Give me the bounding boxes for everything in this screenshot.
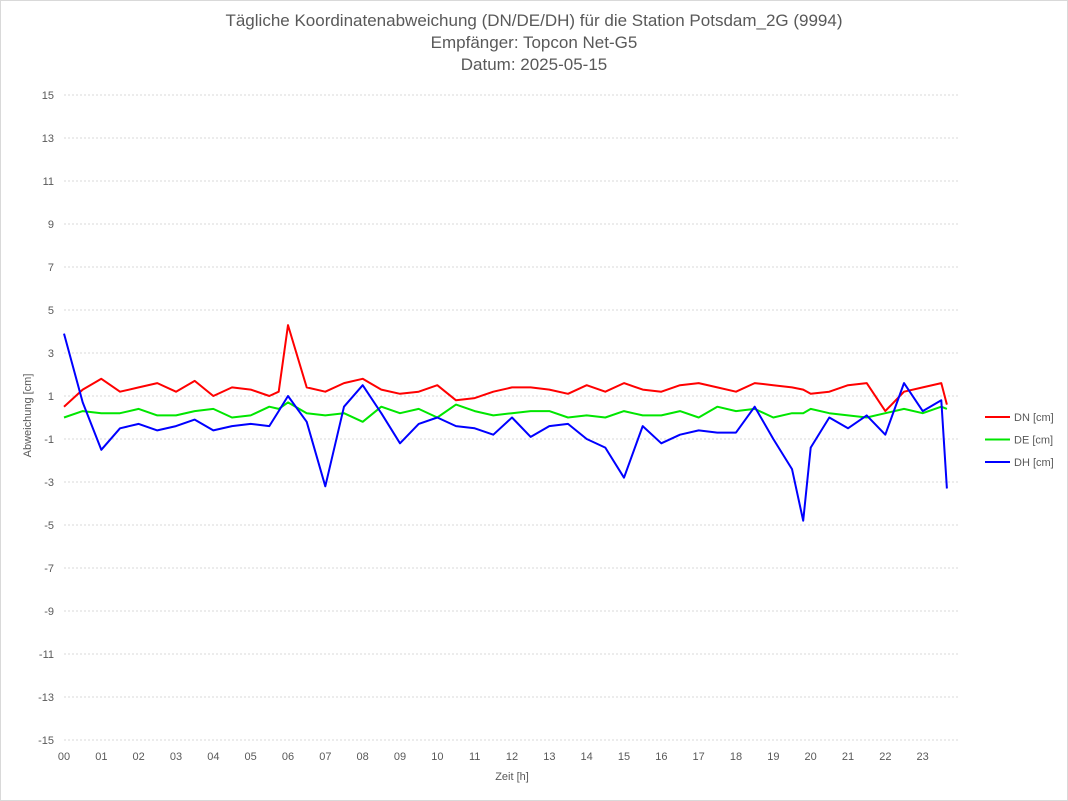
x-tick-label: 05 <box>245 751 257 763</box>
x-tick-label: 03 <box>170 751 182 763</box>
series-lines <box>63 324 948 522</box>
y-tick-label: 15 <box>42 90 54 102</box>
y-tick-label: -13 <box>38 692 54 704</box>
x-tick-label: 18 <box>730 751 742 763</box>
chart-subtitle: Empfänger: Topcon Net-G5 <box>430 33 638 52</box>
y-tick-label: -7 <box>44 563 54 575</box>
x-tick-label: 19 <box>767 751 779 763</box>
legend-label: DH [cm] <box>1014 457 1054 469</box>
x-tick-label: 08 <box>357 751 369 763</box>
legend: DN [cm] DE [cm] DH [cm] <box>985 412 1054 469</box>
x-tick-label: 06 <box>282 751 294 763</box>
x-tick-label: 00 <box>58 751 70 763</box>
y-tick-label: 9 <box>48 219 54 231</box>
y-tick-label: 1 <box>48 391 54 403</box>
series-line-2 <box>63 333 948 522</box>
x-tick-label: 10 <box>431 751 443 763</box>
x-tick-label: 22 <box>879 751 891 763</box>
y-tick-label: -11 <box>39 649 54 661</box>
chart-title-block: Tägliche Koordinatenabweichung (DN/DE/DH… <box>0 10 1068 76</box>
x-tick-label: 02 <box>133 751 145 763</box>
y-tick-label: -15 <box>38 735 54 747</box>
x-tick-label: 11 <box>469 751 480 763</box>
x-tick-label: 21 <box>842 751 854 763</box>
x-tick-label: 07 <box>319 751 331 763</box>
x-axis-title: Zeit [h] <box>495 771 529 783</box>
x-tick-labels: 00 01 02 03 04 05 06 07 08 09 10 11 12 13 14 15 16 17 18 19… <box>58 751 929 763</box>
x-tick-label: 23 <box>917 751 929 763</box>
x-tick-label: 04 <box>207 751 219 763</box>
legend-label: DN [cm] <box>1014 412 1054 424</box>
y-tick-label: -3 <box>44 477 54 489</box>
chart-subtitle-date: Datum: 2025-05-15 <box>460 55 608 74</box>
y-tick-label: 13 <box>42 133 54 145</box>
x-tick-label: 17 <box>693 751 705 763</box>
y-tick-label: -5 <box>44 520 54 532</box>
y-axis-title: Abweichung [cm] <box>22 374 34 458</box>
x-tick-label: 14 <box>581 751 593 763</box>
x-tick-label: 16 <box>655 751 667 763</box>
y-tick-label: 7 <box>48 262 54 274</box>
y-tick-label: 5 <box>48 305 54 317</box>
series-line-1 <box>63 401 948 423</box>
chart-title: Tägliche Koordinatenabweichung (DN/DE/DH… <box>225 11 843 30</box>
y-tick-label: -9 <box>44 606 54 618</box>
x-tick-label: 13 <box>543 751 555 763</box>
y-tick-labels: 15 13 11 9 7 5 3 1 -1 -3 -5 -7 -9 -11 -13 -15 <box>38 90 54 747</box>
y-tick-label: -1 <box>44 434 54 446</box>
series-line-0 <box>63 324 948 413</box>
x-tick-label: 01 <box>95 751 107 763</box>
x-tick-label: 15 <box>618 751 630 763</box>
x-tick-label: 20 <box>805 751 817 763</box>
legend-label: DE [cm] <box>1014 435 1053 447</box>
grid-lines <box>64 94 960 741</box>
y-tick-label: 11 <box>43 176 54 188</box>
x-tick-label: 09 <box>394 751 406 763</box>
y-tick-label: 3 <box>48 348 54 360</box>
x-tick-label: 12 <box>506 751 518 763</box>
